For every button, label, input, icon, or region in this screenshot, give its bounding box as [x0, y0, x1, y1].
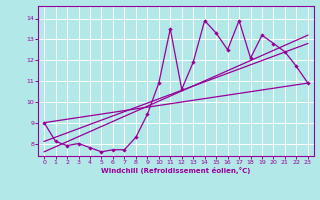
X-axis label: Windchill (Refroidissement éolien,°C): Windchill (Refroidissement éolien,°C) — [101, 167, 251, 174]
